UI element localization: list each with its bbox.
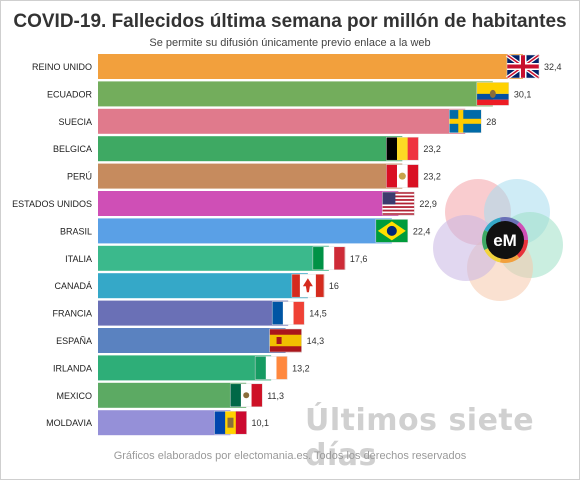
value-label: 28 <box>486 117 496 127</box>
spain-flag-icon <box>269 328 302 353</box>
bar <box>98 81 493 107</box>
category-label: MOLDAVIA <box>46 418 92 428</box>
logo-ring-icon <box>482 217 528 263</box>
category-label: SUECIA <box>58 117 92 127</box>
bar <box>98 218 392 244</box>
brazil-flag-icon <box>375 219 409 243</box>
electomania-logo: eM <box>433 179 563 301</box>
france-flag-icon <box>271 301 305 325</box>
value-label: 16 <box>329 281 339 291</box>
bar <box>98 328 286 353</box>
uk-flag-icon <box>505 53 541 80</box>
bar <box>98 54 523 79</box>
category-label: IRLANDA <box>53 363 92 373</box>
bar <box>98 191 399 216</box>
watermark-text: Últimos siete días <box>305 403 535 473</box>
sweden-flag-icon <box>449 109 482 134</box>
value-label: 10,1 <box>251 418 269 428</box>
peru-flag-icon <box>386 164 419 188</box>
footer-credit: Gráficos elaborados por electomania.es. … <box>113 450 467 462</box>
bar <box>98 273 308 299</box>
bar <box>98 300 289 326</box>
value-label: 22,4 <box>413 226 431 236</box>
bar <box>98 245 329 271</box>
category-label: ECUADOR <box>47 89 93 99</box>
value-label: 30,1 <box>514 89 532 99</box>
usa-flag-icon <box>382 191 415 216</box>
category-label: ESPAÑA <box>56 336 92 346</box>
value-label: 14,3 <box>307 336 325 346</box>
category-label: ESTADOS UNIDOS <box>12 199 92 209</box>
value-label: 23,2 <box>423 144 441 154</box>
value-label: 32,4 <box>544 62 562 72</box>
mexico-flag-icon <box>229 383 263 408</box>
ecuador-flag-icon <box>476 82 510 106</box>
belgium-flag-icon <box>386 136 419 161</box>
logo-text: eM <box>493 231 517 250</box>
value-label: 23,2 <box>423 172 441 182</box>
bar <box>98 108 466 134</box>
category-label: ITALIA <box>65 254 92 264</box>
value-label: 11,3 <box>267 391 284 401</box>
category-label: BRASIL <box>60 226 92 236</box>
chart-subtitle: Se permite su difusión únicamente previo… <box>149 37 431 49</box>
value-label: 14,5 <box>309 309 327 319</box>
value-label: 13,2 <box>292 363 310 373</box>
ireland-flag-icon <box>254 356 288 380</box>
category-label: REINO UNIDO <box>32 62 92 72</box>
bar <box>98 163 403 189</box>
category-label: CANADÁ <box>54 281 92 291</box>
bar <box>98 136 403 162</box>
category-label: BELGICA <box>53 144 92 154</box>
category-label: FRANCIA <box>52 309 92 319</box>
bar <box>98 382 247 408</box>
bar <box>98 355 272 381</box>
chart-title: COVID-19. Fallecidos última semana por m… <box>13 11 567 32</box>
value-label: 17,6 <box>350 254 368 264</box>
moldova-flag-icon <box>214 410 247 435</box>
logo-circle <box>433 215 499 281</box>
category-label: PERÚ <box>67 172 92 182</box>
bar <box>98 410 231 436</box>
category-label: MEXICO <box>56 391 92 401</box>
canada-flag-icon <box>291 273 325 298</box>
value-label: 22,9 <box>419 199 437 209</box>
italy-flag-icon <box>312 246 346 271</box>
